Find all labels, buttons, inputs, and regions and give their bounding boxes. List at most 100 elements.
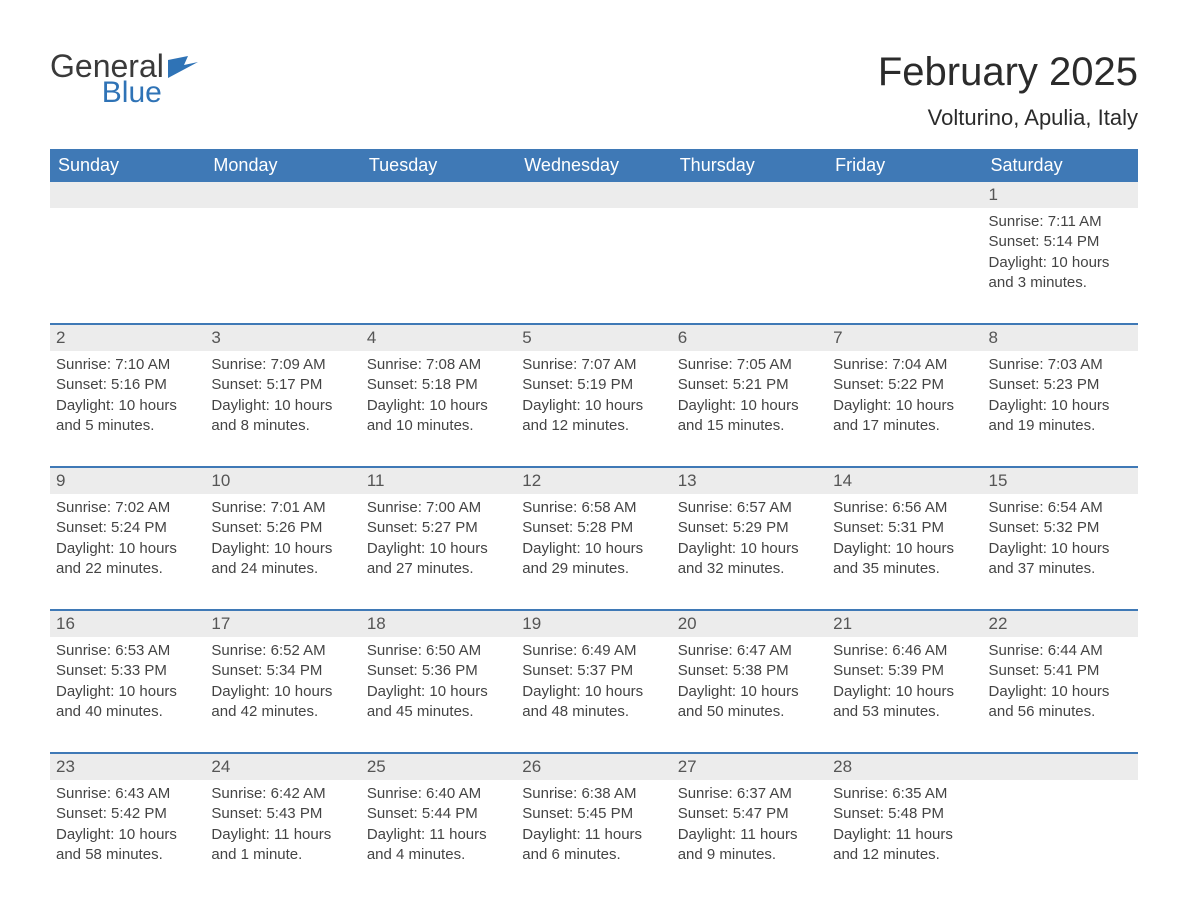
day-body: Sunrise: 6:40 AMSunset: 5:44 PMDaylight:…	[367, 780, 510, 865]
daylight-line: Daylight: 10 hours and 53 minutes.	[833, 682, 976, 723]
day-body: Sunrise: 6:47 AMSunset: 5:38 PMDaylight:…	[678, 637, 821, 722]
day-number: 22	[983, 611, 1138, 637]
calendar-day: 3Sunrise: 7:09 AMSunset: 5:17 PMDaylight…	[205, 325, 360, 442]
daylight-line: Daylight: 10 hours and 37 minutes.	[989, 539, 1132, 580]
day-body: Sunrise: 6:50 AMSunset: 5:36 PMDaylight:…	[367, 637, 510, 722]
sunset-line: Sunset: 5:29 PM	[678, 518, 821, 538]
weekday-header: Tuesday	[361, 149, 516, 182]
sunset-line: Sunset: 5:33 PM	[56, 661, 199, 681]
calendar-day-empty: .	[205, 182, 360, 299]
day-number: 23	[50, 754, 205, 780]
day-number: 5	[516, 325, 671, 351]
day-number: 17	[205, 611, 360, 637]
daylight-line: Daylight: 10 hours and 27 minutes.	[367, 539, 510, 580]
daylight-line: Daylight: 10 hours and 17 minutes.	[833, 396, 976, 437]
weekday-header: Monday	[205, 149, 360, 182]
sunset-line: Sunset: 5:41 PM	[989, 661, 1132, 681]
sunset-line: Sunset: 5:32 PM	[989, 518, 1132, 538]
daylight-line: Daylight: 10 hours and 15 minutes.	[678, 396, 821, 437]
weekday-header: Thursday	[672, 149, 827, 182]
day-body: Sunrise: 6:49 AMSunset: 5:37 PMDaylight:…	[522, 637, 665, 722]
sunrise-line: Sunrise: 6:43 AM	[56, 784, 199, 804]
day-body: Sunrise: 6:44 AMSunset: 5:41 PMDaylight:…	[989, 637, 1132, 722]
day-body: Sunrise: 6:42 AMSunset: 5:43 PMDaylight:…	[211, 780, 354, 865]
sunrise-line: Sunrise: 7:10 AM	[56, 355, 199, 375]
sunset-line: Sunset: 5:23 PM	[989, 375, 1132, 395]
sunrise-line: Sunrise: 7:01 AM	[211, 498, 354, 518]
daylight-line: Daylight: 11 hours and 12 minutes.	[833, 825, 976, 866]
sunset-line: Sunset: 5:22 PM	[833, 375, 976, 395]
sunrise-line: Sunrise: 6:56 AM	[833, 498, 976, 518]
sunset-line: Sunset: 5:48 PM	[833, 804, 976, 824]
day-number: 11	[361, 468, 516, 494]
day-number: 25	[361, 754, 516, 780]
calendar-day: 11Sunrise: 7:00 AMSunset: 5:27 PMDayligh…	[361, 468, 516, 585]
sunrise-line: Sunrise: 6:40 AM	[367, 784, 510, 804]
day-body: Sunrise: 7:07 AMSunset: 5:19 PMDaylight:…	[522, 351, 665, 436]
sunrise-line: Sunrise: 6:35 AM	[833, 784, 976, 804]
calendar-day: 15Sunrise: 6:54 AMSunset: 5:32 PMDayligh…	[983, 468, 1138, 585]
day-body: Sunrise: 6:58 AMSunset: 5:28 PMDaylight:…	[522, 494, 665, 579]
day-number: .	[983, 754, 1138, 780]
sunset-line: Sunset: 5:47 PM	[678, 804, 821, 824]
daylight-line: Daylight: 10 hours and 40 minutes.	[56, 682, 199, 723]
calendar-day: 13Sunrise: 6:57 AMSunset: 5:29 PMDayligh…	[672, 468, 827, 585]
month-title: February 2025	[878, 50, 1138, 95]
daylight-line: Daylight: 10 hours and 42 minutes.	[211, 682, 354, 723]
daylight-line: Daylight: 10 hours and 48 minutes.	[522, 682, 665, 723]
day-body: Sunrise: 6:37 AMSunset: 5:47 PMDaylight:…	[678, 780, 821, 865]
day-number: 8	[983, 325, 1138, 351]
calendar-day: 19Sunrise: 6:49 AMSunset: 5:37 PMDayligh…	[516, 611, 671, 728]
day-body: Sunrise: 7:11 AMSunset: 5:14 PMDaylight:…	[989, 208, 1132, 293]
day-body: Sunrise: 7:02 AMSunset: 5:24 PMDaylight:…	[56, 494, 199, 579]
daylight-line: Daylight: 10 hours and 22 minutes.	[56, 539, 199, 580]
day-number: 15	[983, 468, 1138, 494]
day-number: 18	[361, 611, 516, 637]
day-number: 9	[50, 468, 205, 494]
logo-text: General Blue	[50, 50, 164, 108]
calendar-week: 2Sunrise: 7:10 AMSunset: 5:16 PMDaylight…	[50, 323, 1138, 442]
daylight-line: Daylight: 10 hours and 32 minutes.	[678, 539, 821, 580]
day-number: 12	[516, 468, 671, 494]
sunset-line: Sunset: 5:34 PM	[211, 661, 354, 681]
day-number: 21	[827, 611, 982, 637]
sunrise-line: Sunrise: 6:49 AM	[522, 641, 665, 661]
daylight-line: Daylight: 10 hours and 5 minutes.	[56, 396, 199, 437]
day-number: 7	[827, 325, 982, 351]
day-number: 20	[672, 611, 827, 637]
daylight-line: Daylight: 10 hours and 3 minutes.	[989, 253, 1132, 294]
daylight-line: Daylight: 11 hours and 9 minutes.	[678, 825, 821, 866]
sunrise-line: Sunrise: 6:52 AM	[211, 641, 354, 661]
calendar-day-empty: .	[516, 182, 671, 299]
sunrise-line: Sunrise: 7:09 AM	[211, 355, 354, 375]
calendar-day: 1Sunrise: 7:11 AMSunset: 5:14 PMDaylight…	[983, 182, 1138, 299]
weekday-header: Sunday	[50, 149, 205, 182]
title-block: February 2025 Volturino, Apulia, Italy	[878, 50, 1138, 131]
calendar-grid: ......1Sunrise: 7:11 AMSunset: 5:14 PMDa…	[50, 182, 1138, 871]
sunrise-line: Sunrise: 7:05 AM	[678, 355, 821, 375]
weekday-header-row: SundayMondayTuesdayWednesdayThursdayFrid…	[50, 149, 1138, 182]
calendar-day: 24Sunrise: 6:42 AMSunset: 5:43 PMDayligh…	[205, 754, 360, 871]
sunset-line: Sunset: 5:24 PM	[56, 518, 199, 538]
daylight-line: Daylight: 10 hours and 56 minutes.	[989, 682, 1132, 723]
day-number: 16	[50, 611, 205, 637]
sunset-line: Sunset: 5:26 PM	[211, 518, 354, 538]
calendar-day: 27Sunrise: 6:37 AMSunset: 5:47 PMDayligh…	[672, 754, 827, 871]
day-number: 1	[983, 182, 1138, 208]
sunrise-line: Sunrise: 7:02 AM	[56, 498, 199, 518]
sunrise-line: Sunrise: 7:07 AM	[522, 355, 665, 375]
calendar-day: 25Sunrise: 6:40 AMSunset: 5:44 PMDayligh…	[361, 754, 516, 871]
day-number: 19	[516, 611, 671, 637]
day-body: Sunrise: 7:01 AMSunset: 5:26 PMDaylight:…	[211, 494, 354, 579]
day-number: 13	[672, 468, 827, 494]
daylight-line: Daylight: 10 hours and 29 minutes.	[522, 539, 665, 580]
calendar-day: 8Sunrise: 7:03 AMSunset: 5:23 PMDaylight…	[983, 325, 1138, 442]
day-body: Sunrise: 7:00 AMSunset: 5:27 PMDaylight:…	[367, 494, 510, 579]
sunrise-line: Sunrise: 6:38 AM	[522, 784, 665, 804]
logo: General Blue	[50, 50, 198, 108]
sunrise-line: Sunrise: 7:00 AM	[367, 498, 510, 518]
day-body: Sunrise: 6:56 AMSunset: 5:31 PMDaylight:…	[833, 494, 976, 579]
sunrise-line: Sunrise: 7:08 AM	[367, 355, 510, 375]
sunset-line: Sunset: 5:17 PM	[211, 375, 354, 395]
daylight-line: Daylight: 10 hours and 19 minutes.	[989, 396, 1132, 437]
